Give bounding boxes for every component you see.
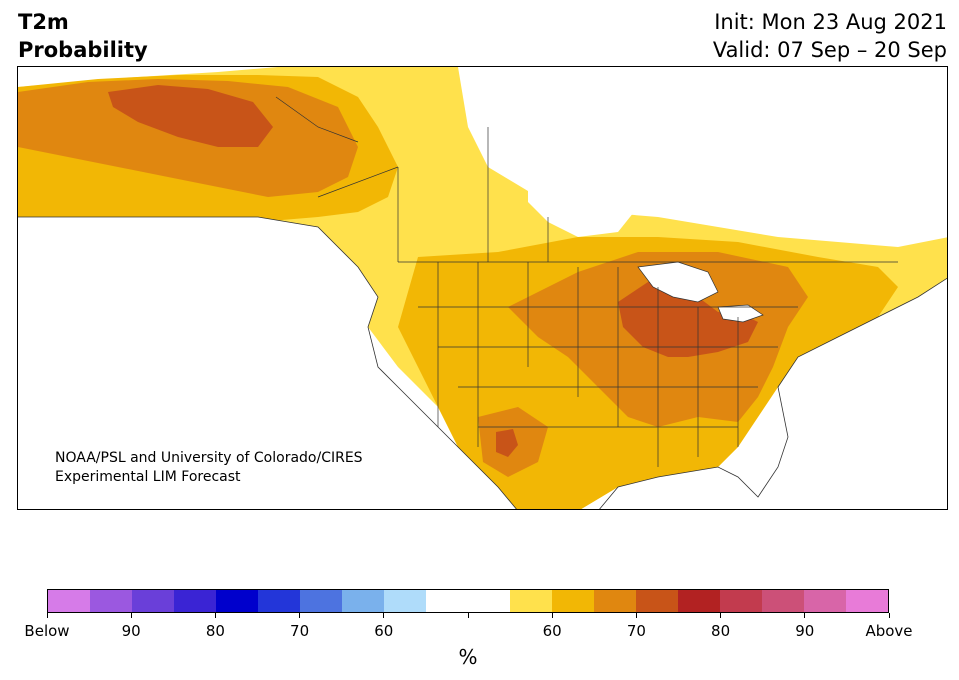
colorbar-cell — [300, 590, 342, 612]
probability-map: NOAA/PSL and University of Colorado/CIRE… — [17, 66, 948, 510]
colorbar-tick-label: 80 — [711, 622, 731, 640]
colorbar-tick-mark — [46, 613, 48, 618]
region-alaska-90 — [108, 85, 273, 147]
colorbar-tick-mark — [888, 613, 890, 618]
colorbar-cell — [132, 590, 174, 612]
colorbar-cell — [510, 590, 552, 612]
colorbar-cell — [174, 590, 216, 612]
colorbar-tick-label: 80 — [205, 622, 225, 640]
colorbar-cell — [846, 590, 888, 612]
colorbar-tick-mark — [551, 613, 553, 618]
colorbar-cell — [342, 590, 384, 612]
colorbar-tick-mark — [720, 613, 722, 618]
colorbar-tick-mark — [214, 613, 216, 618]
init-date: Init: Mon 23 Aug 2021 — [714, 10, 947, 34]
colorbar-tick-mark — [467, 613, 469, 618]
colorbar-tick-mark — [635, 613, 637, 618]
chart-title: T2m Probability — [18, 8, 148, 64]
colorbar-tick-mark — [804, 613, 806, 618]
colorbar-tick-label: 90 — [121, 622, 141, 640]
colorbar-cell — [636, 590, 678, 612]
title-line-1: T2m — [18, 10, 69, 34]
colorbar-cell — [258, 590, 300, 612]
colorbar-unit: % — [458, 645, 478, 669]
colorbar-tick-label: 60 — [374, 622, 394, 640]
colorbar-cell — [48, 590, 90, 612]
colorbar-tick-label: 70 — [290, 622, 310, 640]
colorbar-cell — [552, 590, 594, 612]
map-canvas — [18, 67, 947, 509]
colorbar-tick-label: 90 — [795, 622, 815, 640]
region-mexico-90 — [496, 429, 518, 457]
coastline — [18, 216, 517, 509]
colorbar-tick-label: Above — [865, 622, 913, 640]
region-west-coast-white — [318, 267, 517, 509]
date-info: Init: Mon 23 Aug 2021 Valid: 07 Sep – 20… — [713, 8, 947, 64]
colorbar-tick-mark — [299, 613, 301, 618]
colorbar-cell — [804, 590, 846, 612]
credit-line-2: Experimental LIM Forecast — [55, 469, 241, 485]
political-borders — [275, 96, 898, 467]
colorbar-cell — [468, 590, 510, 612]
colorbar-tick-label: Below — [24, 622, 70, 640]
colorbar-tick-label: 60 — [542, 622, 562, 640]
colorbar-cell — [216, 590, 258, 612]
colorbar-cell — [426, 590, 468, 612]
colorbar-cell — [720, 590, 762, 612]
colorbar-cell — [90, 590, 132, 612]
region-us-90 — [618, 282, 758, 357]
credit-text: NOAA/PSL and University of Colorado/CIRE… — [55, 449, 363, 487]
colorbar-tick-mark — [130, 613, 132, 618]
credit-line-1: NOAA/PSL and University of Colorado/CIRE… — [55, 450, 363, 466]
ocean-atlantic — [740, 278, 947, 509]
hudson-bay — [528, 167, 638, 237]
title-line-2: Probability — [18, 38, 148, 62]
east-coastline — [599, 277, 947, 509]
colorbar-cell — [594, 590, 636, 612]
colorbar-cell — [384, 590, 426, 612]
colorbar-tick-label: 70 — [626, 622, 646, 640]
valid-range: Valid: 07 Sep – 20 Sep — [712, 38, 947, 62]
ocean-gulf — [599, 467, 758, 509]
colorbar-cell — [678, 590, 720, 612]
colorbar — [47, 589, 889, 613]
ocean-pacific — [18, 217, 358, 509]
colorbar-cell — [762, 590, 804, 612]
colorbar-tick-mark — [383, 613, 385, 618]
